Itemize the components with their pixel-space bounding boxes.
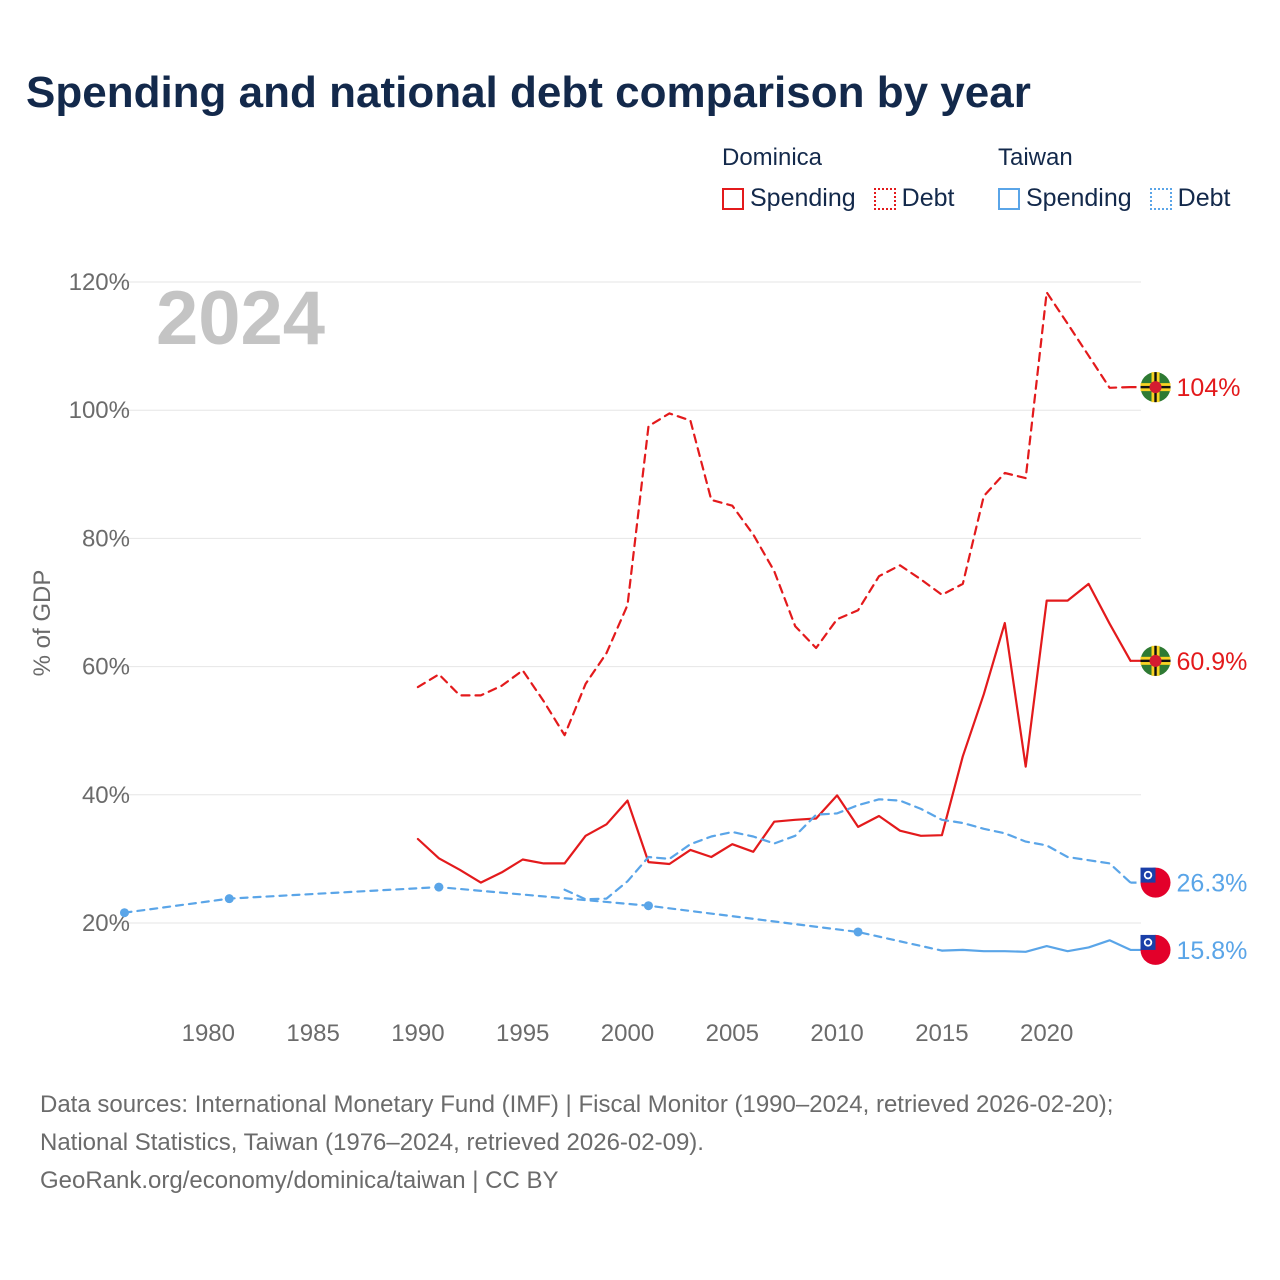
footer-attribution[interactable]: GeoRank.org/economy/dominica/taiwan | CC… <box>40 1167 559 1194</box>
x-tick-label: 1985 <box>286 1020 339 1047</box>
y-tick-label: 60% <box>82 654 130 681</box>
data-point-marker <box>434 882 444 892</box>
legend-group-taiwan: Taiwan Spending Debt <box>998 144 1248 213</box>
series-line-dominica-debt <box>416 291 1132 737</box>
legend-swatch-dotted-icon <box>873 187 896 210</box>
legend-label: Debt <box>1177 184 1231 212</box>
y-tick-label: 120% <box>69 269 130 296</box>
axis-layer: 20%40%60%80%100%120%1980 1985 1990 1995 2000… <box>69 269 1074 1047</box>
legend-item-dominica-debt[interactable]: Debt <box>873 184 955 213</box>
legend-label: Spending <box>750 184 856 212</box>
y-axis-label: % of GDP <box>29 570 56 677</box>
legend-country-taiwan: Taiwan <box>998 144 1073 171</box>
dominica-flag-icon <box>1140 645 1171 676</box>
end-value-label: 60.9% <box>1177 648 1248 676</box>
x-tick-label: 2020 <box>1020 1020 1073 1047</box>
legend-country-dominica: Dominica <box>722 144 823 171</box>
line-chart: 2024 % of GDP 20%40%60%80%100%120%1980 19… <box>29 269 1248 1047</box>
y-tick-label: 100% <box>69 397 130 424</box>
end-value-label: 104% <box>1177 374 1241 402</box>
footer-source-line-2: National Statistics, Taiwan (1976–2024, … <box>40 1129 704 1156</box>
legend-swatch-solid-icon <box>998 187 1020 210</box>
series-line-taiwan-spending-sparse <box>123 885 944 952</box>
data-point-marker <box>643 901 653 911</box>
flag-sun-ring <box>1145 872 1151 878</box>
series-line-taiwan-spending <box>940 939 1132 953</box>
chart-title: Spending and national debt comparison by… <box>26 68 1031 117</box>
series-line-dominica-spending <box>416 582 1132 884</box>
year-label: 2024 <box>156 276 325 361</box>
x-tick-label: 2010 <box>810 1020 863 1047</box>
footer-source-line-1: Data sources: International Monetary Fun… <box>40 1091 1114 1118</box>
legend-label: Debt <box>901 184 955 212</box>
legend-item-taiwan-spending[interactable]: Spending <box>998 184 1132 213</box>
series-layer <box>123 291 1156 953</box>
legend-item-taiwan-debt[interactable]: Debt <box>1149 184 1231 213</box>
end-value-label: 26.3% <box>1177 870 1248 898</box>
x-tick-label: 1980 <box>182 1020 235 1047</box>
end-label-layer: 104% 60.9% 26.3% 15.8% <box>1140 372 1248 965</box>
x-tick-label: 2015 <box>915 1020 968 1047</box>
data-point-marker <box>119 908 129 918</box>
dominica-flag-icon <box>1140 372 1171 403</box>
legend-label: Spending <box>1026 184 1132 212</box>
series-line-taiwan-debt <box>563 798 1132 901</box>
y-tick-label: 40% <box>82 782 130 809</box>
legend-group-dominica: Dominica Spending Debt <box>722 144 972 213</box>
flag-sun-ring <box>1145 940 1151 945</box>
y-tick-label: 80% <box>82 525 130 552</box>
taiwan-flag-icon <box>1140 934 1171 965</box>
legend-swatch-solid-icon <box>722 187 744 210</box>
x-tick-label: 2005 <box>706 1020 759 1047</box>
end-value-label: 15.8% <box>1177 937 1248 965</box>
data-point-marker <box>853 927 863 937</box>
grid-layer <box>114 281 1141 924</box>
x-tick-label: 1995 <box>496 1020 549 1047</box>
flag-disc <box>1149 381 1162 394</box>
legend-item-dominica-spending[interactable]: Spending <box>722 184 856 213</box>
footer: Data sources: International Monetary Fun… <box>40 1086 1113 1200</box>
marker-layer <box>119 882 863 937</box>
x-tick-label: 1990 <box>391 1020 444 1047</box>
taiwan-flag-icon <box>1140 867 1171 898</box>
x-tick-label: 2000 <box>601 1020 654 1047</box>
flag-disc <box>1149 654 1162 667</box>
legend-swatch-dotted-icon <box>1149 187 1172 210</box>
data-point-marker <box>224 894 234 904</box>
